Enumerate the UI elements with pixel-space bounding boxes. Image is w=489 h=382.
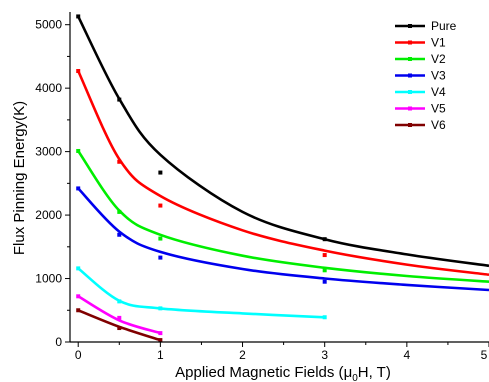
data-point-v1-3 <box>322 253 327 258</box>
data-point-v6-2 <box>158 338 163 343</box>
data-point-pure-0 <box>76 14 81 19</box>
legend-label-v6: V6 <box>431 118 446 132</box>
data-point-v1-2 <box>158 203 163 208</box>
data-point-v3-3 <box>322 279 327 284</box>
legend-marker-pure <box>408 24 412 28</box>
legend-marker-v5 <box>408 106 412 111</box>
data-point-v1-0 <box>76 69 81 74</box>
legend: Pure V1 V2 V3 V4 V5 V6 <box>395 19 457 132</box>
fit-curve-v4 <box>77 267 325 319</box>
x-tick-label-1: 1 <box>157 348 164 362</box>
fit-curve-v1 <box>77 70 489 276</box>
data-point-v3-0 <box>76 186 81 191</box>
data-point-v1-1 <box>117 159 122 164</box>
data-point-v5-2 <box>158 331 163 336</box>
x-tick-label-5: 5 <box>481 348 488 362</box>
y-tick-label-5: 5000 <box>35 18 62 32</box>
data-point-pure-2 <box>158 170 163 175</box>
fit-curve-v2 <box>77 150 489 283</box>
legend-marker-v2 <box>408 57 412 61</box>
legend-label-pure: Pure <box>431 19 457 33</box>
y-tick-label-1: 1000 <box>35 272 62 286</box>
x-axis-title: Applied Magnetic Fields (μ0H, T) <box>175 364 391 382</box>
data-point-pure-1 <box>117 97 122 102</box>
data-point-v4-0 <box>76 266 81 271</box>
y-axis-title: Flux Pinning Energy(K) <box>11 101 28 255</box>
data-point-v3-2 <box>158 255 163 260</box>
y-tick-label-0: 0 <box>55 335 62 349</box>
y-tick-label-3: 3000 <box>35 145 62 159</box>
legend-marker-v6 <box>408 123 412 127</box>
legend-label-v3: V3 <box>431 69 446 83</box>
fit-curve-v5 <box>77 295 161 335</box>
legend-label-v1: V1 <box>431 36 446 50</box>
legend-marker-v4 <box>408 90 412 94</box>
legend-marker-v1 <box>408 40 412 45</box>
data-point-v2-0 <box>76 148 81 153</box>
x-tick-label-3: 3 <box>321 348 328 362</box>
data-point-v6-0 <box>76 308 81 313</box>
y-tick-label-2: 2000 <box>35 208 62 222</box>
legend-marker-v3 <box>408 73 412 78</box>
legend-label-v5: V5 <box>431 102 446 116</box>
data-point-v6-1 <box>117 326 122 331</box>
axes: 0 1 2 3 4 5 0 1000 2000 3000 4000 5000 <box>35 12 489 362</box>
legend-label-v4: V4 <box>431 85 446 99</box>
x-tick-label-0: 0 <box>75 348 82 362</box>
data-point-v2-3 <box>322 268 327 273</box>
data-point-v4-3 <box>322 315 327 320</box>
data-point-v4-1 <box>117 299 122 304</box>
fit-curve-v3 <box>77 187 489 292</box>
fit-curve-v6 <box>77 309 161 342</box>
data-point-pure-3 <box>322 237 327 242</box>
y-tick-label-4: 4000 <box>35 81 62 95</box>
plot-area <box>76 14 489 343</box>
data-point-v4-2 <box>158 306 163 311</box>
legend-label-v2: V2 <box>431 52 446 66</box>
data-point-v5-0 <box>76 294 81 299</box>
data-point-v5-1 <box>117 315 122 320</box>
data-point-v2-1 <box>117 209 122 214</box>
x-tick-label-4: 4 <box>403 348 410 362</box>
data-point-v2-2 <box>158 236 163 241</box>
x-tick-label-2: 2 <box>239 348 246 362</box>
fit-curve-pure <box>77 15 489 268</box>
data-point-v3-1 <box>117 232 122 237</box>
